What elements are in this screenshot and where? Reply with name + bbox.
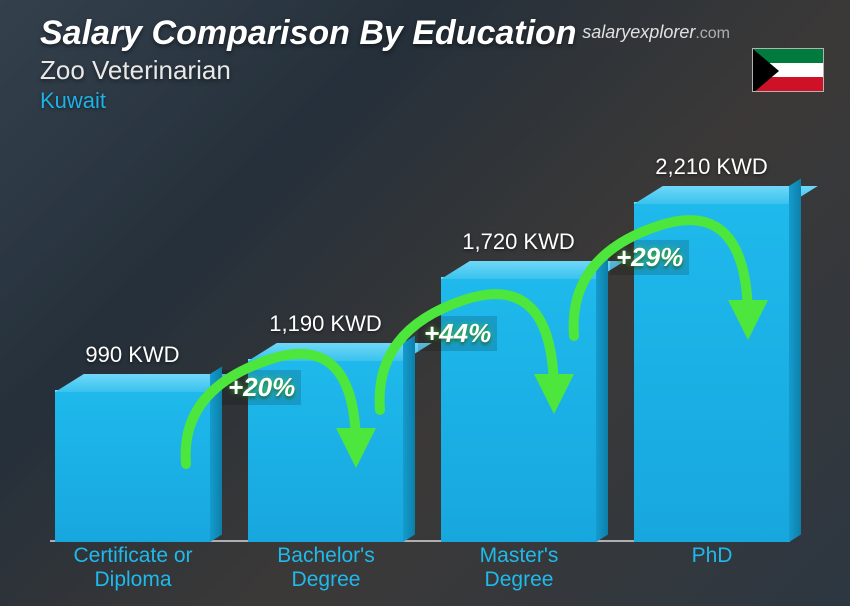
bar-value-label: 2,210 KWD [634, 154, 789, 180]
watermark-domain: .com [695, 25, 730, 42]
jump-arc-2 [546, 220, 762, 344]
chart-subtitle: Zoo Veterinarian [40, 55, 577, 86]
x-label-0: Certificate orDiploma [43, 544, 223, 592]
x-label-1: Bachelor'sDegree [236, 544, 416, 592]
kuwait-flag-icon [752, 48, 824, 92]
jump-arc-0 [160, 352, 370, 472]
watermark: salaryexplorer.com [582, 22, 730, 43]
chart-title: Salary Comparison By Education [40, 14, 577, 53]
jump-arc-1 [352, 294, 568, 418]
x-axis-labels: Certificate orDiplomaBachelor'sDegreeMas… [50, 544, 790, 598]
header: Salary Comparison By Education Zoo Veter… [40, 14, 577, 114]
chart-country: Kuwait [40, 88, 577, 114]
x-label-3: PhD [622, 544, 802, 568]
x-label-2: Master'sDegree [429, 544, 609, 592]
watermark-brand: salaryexplorer [582, 22, 695, 42]
bar-chart: 990 KWD1,190 KWD1,720 KWD2,210 KWD +20%+… [50, 162, 790, 542]
